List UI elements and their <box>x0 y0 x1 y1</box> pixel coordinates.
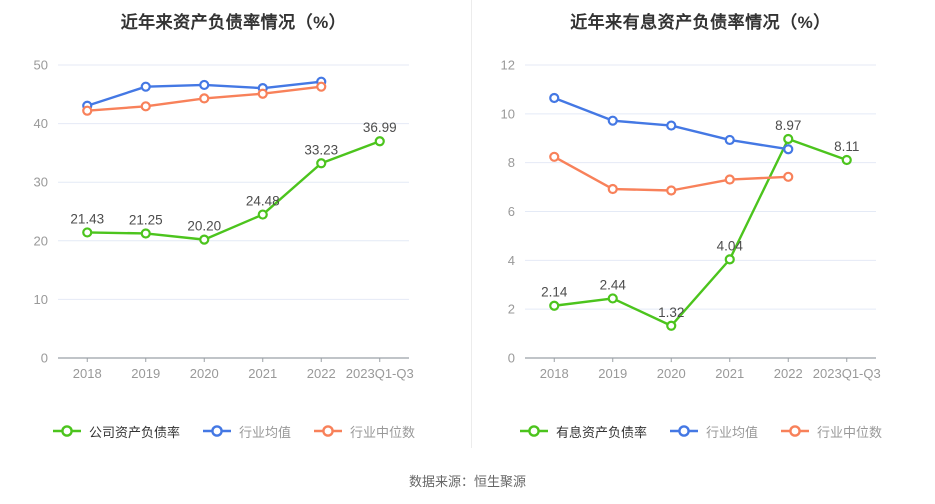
series-line-0 <box>553 137 848 327</box>
legend-label: 行业均值 <box>705 424 758 440</box>
legend-line-marker-icon <box>202 425 231 437</box>
data-point-label: 8.97 <box>775 118 801 133</box>
legend-item-2[interactable]: 行业中位数 <box>313 422 415 441</box>
x-tick-label: 2021 <box>715 366 744 381</box>
chart-canvas: 0 10 20 30 40 50 2018 2019 2020 2021 2022 2023Q1-Q3… <box>34 58 414 382</box>
data-point-label: 33.23 <box>304 142 338 157</box>
legend-item-0[interactable]: 有息资产负债率 <box>519 422 647 441</box>
data-point <box>666 185 677 196</box>
data-point <box>257 209 268 220</box>
x-tick-label: 2023Q1-Q3 <box>346 366 414 381</box>
data-point <box>199 79 210 91</box>
data-point <box>549 151 560 162</box>
data-point <box>140 228 151 239</box>
chart-legend: 有息资产负债率 行业均值 行业中位数 <box>467 421 934 441</box>
chart-title: 近年来有息资产负债率情况（%） <box>570 13 831 32</box>
data-point <box>607 115 618 126</box>
data-point-label: 20.20 <box>187 219 221 234</box>
data-point <box>724 174 735 185</box>
legend-line-marker-icon <box>781 425 809 437</box>
y-tick-label: 8 <box>508 155 515 170</box>
y-tick-label: 2 <box>508 302 515 317</box>
y-tick-label: 10 <box>34 292 48 307</box>
data-point <box>82 227 93 238</box>
y-tick-label: 40 <box>34 116 48 131</box>
y-tick-label: 0 <box>508 351 515 366</box>
y-tick-label: 0 <box>41 351 48 366</box>
data-point-label: 21.43 <box>70 211 104 226</box>
data-point <box>374 136 385 147</box>
x-tick-label: 2022 <box>307 366 336 381</box>
data-point <box>724 134 735 146</box>
legend-label: 行业中位数 <box>350 424 416 440</box>
data-source-note: 数据来源：恒生聚源 <box>408 474 526 489</box>
x-tick-label: 2020 <box>657 366 686 381</box>
x-tick-label: 2018 <box>540 366 569 381</box>
chart-canvas: 0 2 4 6 8 10 12 2018 2019 2020 2021 2022 2023Q1-Q3 2.… <box>501 58 881 382</box>
y-tick-label: 50 <box>34 58 48 73</box>
legend-line-marker-icon <box>52 425 81 437</box>
y-tick-label: 6 <box>508 204 515 219</box>
legend-line-marker-icon <box>314 425 342 437</box>
data-point <box>257 88 268 99</box>
data-point <box>316 158 327 169</box>
x-tick-label: 2018 <box>73 366 102 381</box>
x-tick-label: 2023Q1-Q3 <box>813 366 881 381</box>
data-point-label: 21.25 <box>129 212 163 227</box>
x-tick-label: 2019 <box>598 366 627 381</box>
legend-label: 公司资产负债率 <box>88 424 180 440</box>
data-point <box>841 154 852 166</box>
x-tick-label: 2022 <box>774 366 803 381</box>
data-point <box>607 183 618 195</box>
legend-item-2[interactable]: 行业中位数 <box>780 422 882 441</box>
y-tick-label: 10 <box>501 106 515 121</box>
legend-item-0[interactable]: 公司资产负债率 <box>52 422 180 441</box>
legend-line-marker-icon <box>519 425 548 437</box>
panel-divider <box>471 0 472 448</box>
legend-label: 行业均值 <box>238 424 291 440</box>
y-tick-label: 30 <box>34 175 48 190</box>
x-tick-label: 2021 <box>248 366 277 381</box>
y-tick-label: 4 <box>508 253 515 268</box>
data-point <box>549 92 560 104</box>
chart-panel-interest-bearing-ratio: 近年来有息资产负债率情况（%） 0 2 4 6 8 10 12 2018 2019 2020 202… <box>467 0 934 455</box>
legend-label: 行业中位数 <box>817 424 883 440</box>
data-point-label: 36.99 <box>363 120 397 135</box>
data-point-label: 4.04 <box>717 238 744 253</box>
data-point <box>783 144 794 155</box>
data-point <box>140 81 151 92</box>
data-point <box>783 171 794 182</box>
data-point <box>549 300 560 311</box>
data-point <box>82 105 93 116</box>
data-point <box>666 320 677 331</box>
data-point-label: 1.32 <box>658 305 684 320</box>
data-point <box>666 120 677 131</box>
legend-item-1[interactable]: 行业均值 <box>202 422 291 441</box>
chart-title: 近年来资产负债率情况（%） <box>120 13 347 32</box>
x-tick-label: 2020 <box>190 366 219 381</box>
y-tick-label: 12 <box>501 58 515 73</box>
data-point-label: 8.11 <box>834 139 859 154</box>
data-point-label: 2.14 <box>541 285 568 300</box>
legend-line-marker-icon <box>669 425 698 437</box>
data-point-label: 2.44 <box>600 277 627 292</box>
x-tick-label: 2019 <box>131 366 160 381</box>
series-line-0 <box>86 140 381 241</box>
chart-legend: 公司资产负债率 行业均值 行业中位数 <box>0 421 467 441</box>
data-point <box>607 293 618 304</box>
data-point <box>140 101 151 112</box>
data-point <box>783 133 794 145</box>
data-point <box>199 234 210 245</box>
data-point-label: 24.48 <box>246 194 280 209</box>
data-point <box>199 93 210 104</box>
data-point <box>316 81 327 92</box>
charts-row: 近年来资产负债率情况（%） 0 10 20 30 40 50 2018 2019 2020 202… <box>0 0 934 455</box>
legend-label: 有息资产负债率 <box>555 424 647 440</box>
chart-panel-asset-liability-ratio: 近年来资产负债率情况（%） 0 10 20 30 40 50 2018 2019 2020 202… <box>0 0 467 455</box>
data-point <box>724 254 735 265</box>
legend-item-1[interactable]: 行业均值 <box>669 422 758 441</box>
y-tick-label: 20 <box>34 233 48 248</box>
